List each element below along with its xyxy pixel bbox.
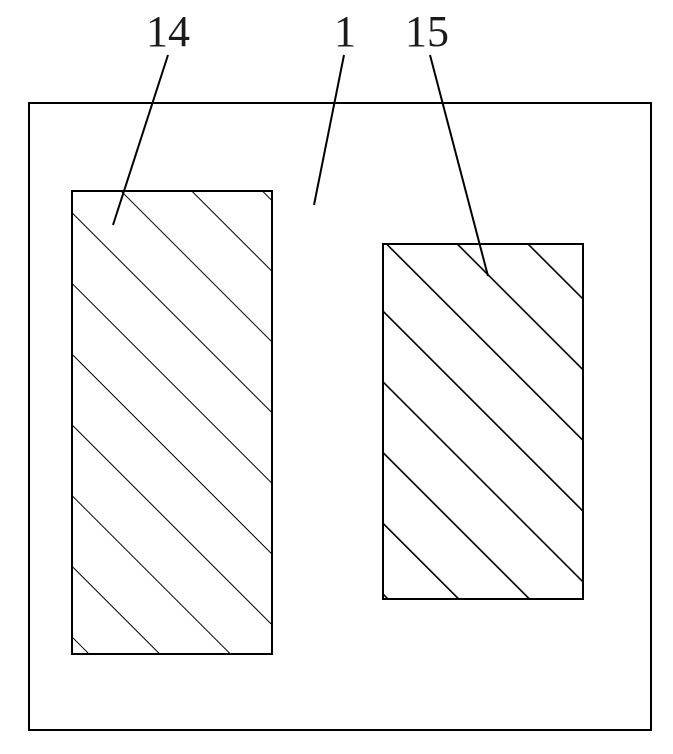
callout-label-1: 1 [334,6,356,57]
hatched-region-14 [72,191,272,654]
leader-line-15 [430,55,488,276]
hatched-region-15 [383,244,583,599]
callout-label-14: 14 [146,6,190,57]
leader-line-1 [314,55,344,205]
technical-diagram [0,0,673,754]
callout-label-15: 15 [405,6,449,57]
